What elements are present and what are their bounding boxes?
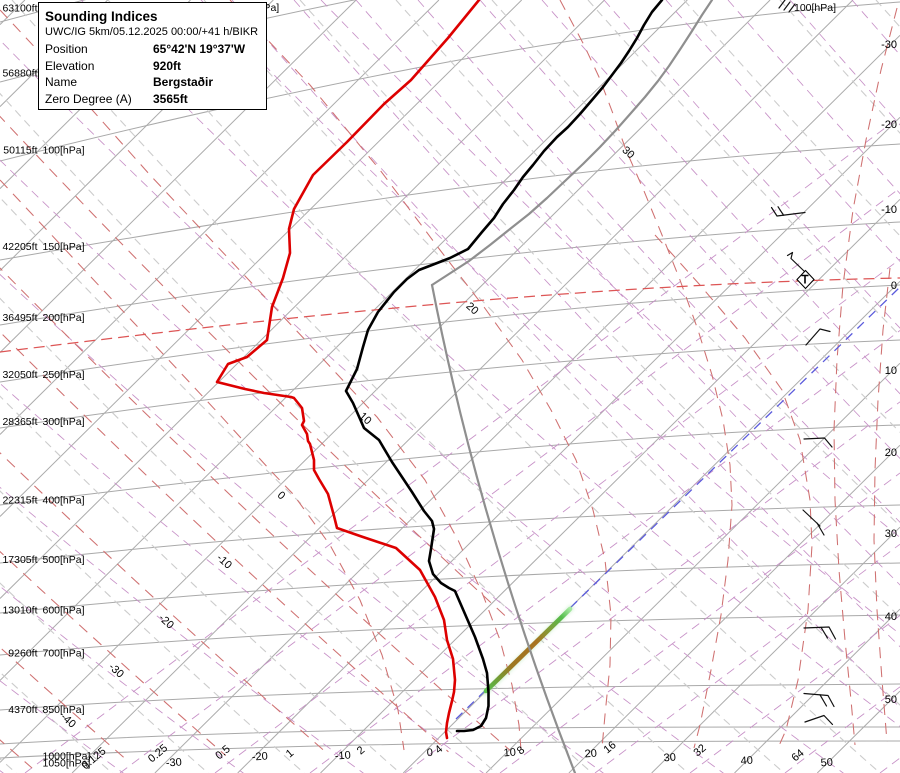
svg-text:50: 50 <box>885 694 897 706</box>
svg-text:30: 30 <box>663 752 676 765</box>
svg-text:22315ft: 22315ft <box>2 495 37 507</box>
svg-text:-10: -10 <box>334 749 351 762</box>
svg-text:-30: -30 <box>165 756 182 769</box>
svg-text:20: 20 <box>885 447 897 459</box>
svg-text:28365ft: 28365ft <box>2 416 37 428</box>
svg-text:150[hPa]: 150[hPa] <box>43 241 85 253</box>
svg-text:300[hPa]: 300[hPa] <box>43 416 85 428</box>
svg-text:20: 20 <box>584 748 597 761</box>
svg-text:850[hPa]: 850[hPa] <box>43 704 85 716</box>
svg-text:40: 40 <box>885 611 897 623</box>
svg-text:0: 0 <box>891 280 897 292</box>
svg-text:200[hPa]: 200[hPa] <box>43 312 85 324</box>
svg-text:17305ft: 17305ft <box>2 554 37 566</box>
svg-text:32050ft: 32050ft <box>2 369 37 381</box>
svg-text:400[hPa]: 400[hPa] <box>43 495 85 507</box>
svg-text:50: 50 <box>820 757 833 770</box>
svg-text:-10: -10 <box>881 204 897 216</box>
svg-text:42205ft: 42205ft <box>2 241 37 253</box>
svg-text:500[hPa]: 500[hPa] <box>43 554 85 566</box>
svg-text:100[hPa]: 100[hPa] <box>43 145 85 157</box>
svg-text:10: 10 <box>885 365 897 377</box>
svg-text:700[hPa]: 700[hPa] <box>43 648 85 660</box>
svg-text:1050[hPa]: 1050[hPa] <box>43 758 91 770</box>
svg-text:250[hPa]: 250[hPa] <box>43 369 85 381</box>
svg-text:4370ft: 4370ft <box>8 704 37 716</box>
svg-text:1000[hPa]: 1000[hPa] <box>43 751 91 763</box>
svg-text:63100ft: 63100ft <box>2 3 37 15</box>
svg-text:50115ft: 50115ft <box>3 145 37 157</box>
svg-text:36495ft: 36495ft <box>2 312 37 324</box>
svg-text:600[hPa]: 600[hPa] <box>43 605 85 617</box>
svg-text:10: 10 <box>503 747 516 760</box>
svg-text:13010ft: 13010ft <box>2 605 37 617</box>
svg-text:56880ft: 56880ft <box>2 68 37 80</box>
svg-text:-20: -20 <box>881 119 897 131</box>
svg-text:-30: -30 <box>881 39 897 51</box>
svg-text:40: 40 <box>740 755 753 768</box>
svg-text:0: 0 <box>426 747 433 759</box>
svg-text:-20: -20 <box>251 750 268 763</box>
svg-text:30: 30 <box>885 528 897 540</box>
svg-text:9260ft: 9260ft <box>8 648 37 660</box>
svg-text:100[hPa]: 100[hPa] <box>794 2 836 14</box>
